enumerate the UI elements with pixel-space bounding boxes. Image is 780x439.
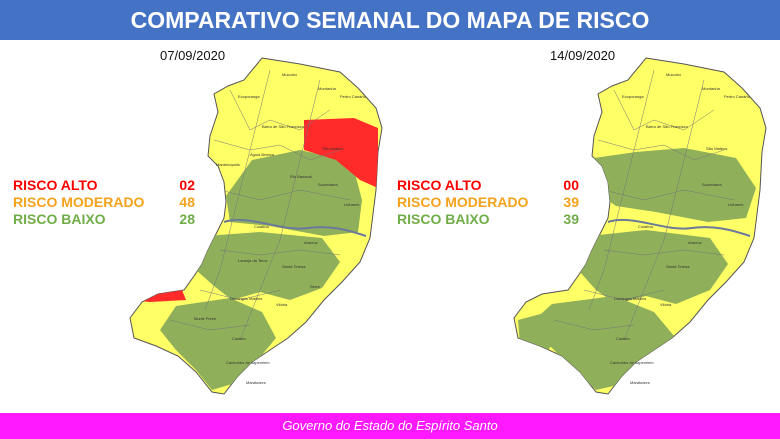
legend-row-moderate: RISCO MODERADO 39	[392, 194, 584, 211]
svg-text:Vitória: Vitória	[660, 302, 672, 307]
legend-label: RISCO MODERADO	[13, 194, 145, 210]
svg-text:Linhares: Linhares	[344, 202, 359, 207]
low-risk-region-south-central	[580, 230, 728, 304]
svg-text:Ecoporanga: Ecoporanga	[238, 94, 260, 99]
footer-government: Governo do Estado do Espírito Santo	[0, 413, 780, 439]
svg-text:Pedro Canário: Pedro Canário	[340, 94, 367, 99]
svg-text:Muniz Freire: Muniz Freire	[194, 316, 217, 321]
legend-value: 39	[563, 194, 579, 210]
page-title: COMPARATIVO SEMANAL DO MAPA DE RISCO	[0, 0, 780, 40]
low-risk-region-south-central	[196, 232, 340, 300]
map-left: Mucurici Ecoporanga Montanha Pedro Canár…	[129, 57, 383, 395]
svg-text:São Mateus: São Mateus	[706, 146, 727, 151]
svg-text:Cachoeiro de Itapemirim: Cachoeiro de Itapemirim	[226, 360, 270, 365]
low-risk-region-central	[226, 150, 362, 236]
svg-text:Santa Teresa: Santa Teresa	[666, 264, 690, 269]
legend-label: RISCO ALTO	[13, 177, 98, 193]
svg-text:Sooretama: Sooretama	[702, 182, 722, 187]
svg-text:Mantenópolis: Mantenópolis	[216, 162, 240, 167]
svg-text:Ecoporanga: Ecoporanga	[622, 94, 644, 99]
map-date-left: 07/09/2020	[160, 48, 226, 63]
legend-row-low: RISCO BAIXO 28	[8, 211, 200, 228]
svg-text:Barra de São Francisco: Barra de São Francisco	[262, 124, 305, 129]
svg-text:Rio Bananal: Rio Bananal	[290, 174, 312, 179]
river-doce	[607, 218, 751, 237]
legend-label: RISCO BAIXO	[13, 211, 106, 227]
svg-text:Marataízes: Marataízes	[246, 380, 266, 385]
svg-text:Castelo: Castelo	[232, 336, 246, 341]
svg-text:Santa Teresa: Santa Teresa	[282, 264, 306, 269]
svg-text:Serra: Serra	[310, 284, 321, 289]
svg-text:Mucurici: Mucurici	[282, 72, 297, 77]
legend-label: RISCO MODERADO	[397, 194, 529, 210]
legend-value: 28	[179, 211, 195, 227]
svg-text:Colatina: Colatina	[638, 224, 653, 229]
legend-row-high: RISCO ALTO 00	[392, 177, 584, 194]
high-risk-region-southwest	[130, 290, 186, 302]
legend-value: 48	[179, 194, 195, 210]
svg-text:Linhares: Linhares	[728, 202, 743, 207]
legend-value: 00	[563, 177, 579, 193]
legend-row-high: RISCO ALTO 02	[8, 177, 200, 194]
river-doce	[223, 218, 367, 237]
svg-text:Domingos Martins: Domingos Martins	[614, 296, 646, 301]
risk-legend-right: RISCO ALTO 00 RISCO MODERADO 39 RISCO BA…	[392, 177, 584, 228]
svg-text:Pedro Canário: Pedro Canário	[724, 94, 751, 99]
low-risk-region-north-central	[594, 148, 756, 222]
svg-text:Laranja da Terra: Laranja da Terra	[238, 258, 268, 263]
svg-text:Águia Branca: Águia Branca	[250, 152, 275, 157]
risk-legend-left: RISCO ALTO 02 RISCO MODERADO 48 RISCO BA…	[8, 177, 200, 228]
svg-text:Domingos Martins: Domingos Martins	[230, 296, 262, 301]
svg-text:Vitória: Vitória	[276, 302, 288, 307]
map-date-right: 14/09/2020	[550, 48, 616, 63]
svg-text:Cachoeiro de Itapemirim: Cachoeiro de Itapemirim	[610, 360, 654, 365]
legend-value: 39	[563, 211, 579, 227]
svg-text:Mucurici: Mucurici	[666, 72, 681, 77]
svg-text:Colatina: Colatina	[254, 224, 269, 229]
svg-text:Barra de São Francisco: Barra de São Francisco	[646, 124, 689, 129]
legend-label: RISCO BAIXO	[397, 211, 490, 227]
svg-text:Aracruz: Aracruz	[688, 240, 702, 245]
high-risk-region-north	[304, 118, 378, 188]
legend-value: 02	[179, 177, 195, 193]
legend-label: RISCO ALTO	[397, 177, 482, 193]
svg-text:São Mateus: São Mateus	[322, 146, 343, 151]
svg-text:Montanha: Montanha	[702, 86, 721, 91]
svg-text:Marataízes: Marataízes	[630, 380, 650, 385]
legend-row-moderate: RISCO MODERADO 48	[8, 194, 200, 211]
svg-text:Aracruz: Aracruz	[304, 240, 318, 245]
svg-text:Sooretama: Sooretama	[318, 182, 338, 187]
svg-text:Montanha: Montanha	[318, 86, 337, 91]
svg-text:Castelo: Castelo	[616, 336, 630, 341]
legend-row-low: RISCO BAIXO 39	[392, 211, 584, 228]
low-risk-region-south	[160, 298, 276, 390]
